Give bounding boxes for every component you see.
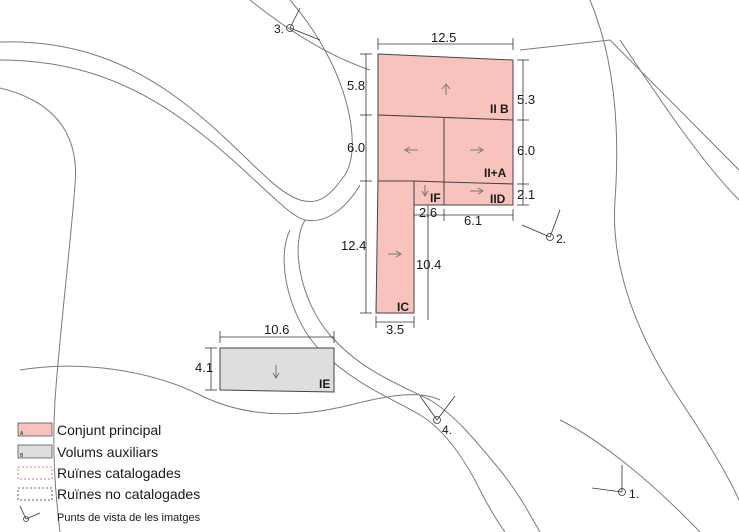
viewpoint-4-label: 4.	[442, 423, 452, 437]
viewpoint-1-label: 1.	[629, 487, 639, 501]
main-building	[375, 53, 514, 314]
arrow-right-icon	[470, 146, 484, 154]
boundary-upper	[249, 0, 739, 171]
volume-ic	[375, 180, 415, 314]
dim-wing-width: 3.5	[386, 322, 404, 337]
label-iid: IID	[490, 192, 506, 206]
arrow-up-icon	[441, 83, 451, 95]
line-lower-right	[559, 419, 701, 532]
viewpoint-marker-icon	[286, 24, 294, 32]
legend-viewpoint-icon	[19, 505, 41, 522]
arrow-left-icon	[404, 146, 418, 154]
dim-left-mid: 6.0	[347, 140, 365, 155]
ridge-right	[589, 0, 739, 501]
arrow-down-icon	[421, 185, 429, 197]
dim-main-width: 12.5	[431, 30, 456, 45]
dim-right-bottom: 6.1	[464, 213, 482, 228]
viewpoint-2-label: 2.	[556, 232, 566, 246]
boundary-right	[619, 39, 739, 201]
viewpoint-3[interactable]	[286, 7, 321, 41]
dim-left-tall: 12.4	[341, 238, 366, 253]
legend-auxiliars-letter: B	[20, 453, 24, 459]
legend-punts-label: Punts de vista de les imatges	[57, 512, 201, 524]
label-if: IF	[430, 191, 441, 205]
arrow-right-icon	[388, 250, 402, 258]
legend-principal-swatch	[17, 422, 53, 437]
dim-aux-width: 10.6	[264, 322, 289, 337]
viewpoint-3-label: 3.	[274, 22, 284, 36]
legend-auxiliars-swatch	[17, 444, 53, 459]
dim-left-top: 5.8	[347, 78, 365, 93]
legend: A Conjunt principal B Volums auxiliars R…	[17, 422, 201, 524]
legend-auxiliars-label: Volums auxiliars	[57, 444, 158, 460]
legend-principal-letter: A	[20, 431, 24, 437]
volume-ie	[219, 347, 335, 393]
road-edge-upper-left-2	[0, 59, 361, 222]
legend-ruines-cat-label: Ruïnes catalogades	[57, 465, 181, 481]
viewpoint-marker-icon	[433, 416, 441, 424]
path-centre	[297, 219, 541, 532]
road-edge-upper-left	[0, 0, 353, 202]
viewpoint-1[interactable]	[591, 465, 626, 496]
curve-lower-left	[19, 365, 441, 415]
legend-ruines-no-cat-swatch	[17, 487, 53, 501]
dimension-lines	[205, 38, 529, 391]
slope-line-left	[0, 87, 77, 532]
legend-principal-label: Conjunt principal	[57, 422, 161, 438]
label-ie: IE	[319, 377, 330, 391]
viewpoint-4[interactable]	[419, 395, 456, 424]
dim-inner-gap: 2.6	[419, 205, 437, 220]
dim-aux-height: 4.1	[195, 360, 213, 375]
arrow-right-icon	[470, 187, 484, 195]
dim-right-low: 2.1	[517, 187, 535, 202]
arrow-down-icon	[272, 365, 280, 379]
path-centre-2	[283, 229, 506, 532]
legend-ruines-no-cat-label: Ruïnes no catalogades	[57, 486, 200, 502]
dim-right-top: 5.3	[517, 92, 535, 107]
label-ic: IC	[397, 300, 409, 314]
slope-arrows	[272, 83, 484, 379]
dim-right-mid: 6.0	[517, 143, 535, 158]
viewpoint-marker-icon	[546, 233, 554, 241]
legend-ruines-cat-swatch	[17, 466, 53, 480]
label-iib: II B	[490, 102, 509, 116]
dim-inner-wing: 10.4	[416, 257, 441, 272]
label-iia: II+A	[484, 166, 507, 180]
viewpoint-2[interactable]	[521, 209, 561, 241]
